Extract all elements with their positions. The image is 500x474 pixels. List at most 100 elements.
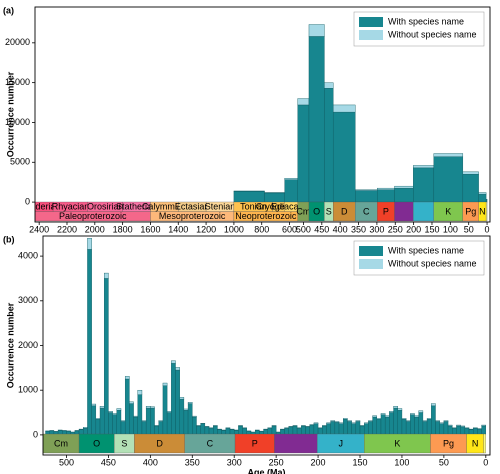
bar: [145, 406, 151, 409]
bar: [343, 419, 348, 436]
x-tick-label: 200: [406, 224, 421, 234]
x-tick-label: 300: [227, 457, 242, 467]
bar: [478, 192, 487, 195]
bar: [175, 367, 180, 371]
timescale-label: Cryogenian: [256, 202, 302, 212]
bar: [162, 385, 168, 436]
bar: [433, 156, 464, 203]
bar: [326, 422, 331, 424]
x-tick-label: 500: [296, 224, 311, 234]
timescale-label: Pg: [443, 438, 454, 448]
timescale-label: Cm: [296, 206, 310, 216]
bar: [456, 424, 461, 427]
bar: [355, 189, 378, 191]
bar: [308, 24, 325, 37]
bar: [405, 421, 411, 436]
bar: [462, 174, 479, 203]
y-tick-label: 2000: [18, 340, 38, 350]
bar: [91, 405, 97, 436]
x-tick-label: 50: [464, 224, 474, 234]
bar: [313, 422, 319, 424]
timescale-label: P: [252, 438, 258, 448]
timescale-label: Calymmian: [142, 202, 187, 212]
bar: [104, 278, 109, 436]
bar: [297, 104, 310, 203]
timescale-label: S: [121, 438, 127, 448]
y-tick-label: 1000: [18, 385, 38, 395]
bar: [481, 425, 487, 436]
x-tick-label: 500: [59, 457, 74, 467]
bar: [418, 412, 424, 436]
timescale-label: Orosirian: [87, 202, 124, 212]
bar: [187, 403, 193, 436]
bar: [166, 411, 172, 413]
bar: [377, 189, 395, 203]
bar: [112, 414, 118, 436]
bar: [338, 422, 344, 424]
bar: [422, 421, 428, 436]
bar: [200, 423, 206, 436]
bar: [368, 420, 373, 422]
bar: [238, 425, 243, 436]
bar: [324, 88, 334, 203]
bar: [91, 403, 97, 407]
bar: [389, 412, 394, 436]
bar: [95, 419, 101, 436]
bar: [324, 82, 334, 89]
bar: [330, 420, 336, 422]
plot-area: Cm O S D C P J K Pg N: [43, 238, 487, 454]
bar: [108, 411, 113, 413]
y-tick-label: 3000: [18, 295, 38, 305]
bar: [183, 410, 189, 436]
bar: [376, 418, 382, 420]
bar: [447, 425, 453, 436]
x-axis-label: Age (Ma): [248, 467, 286, 474]
bar: [162, 382, 168, 386]
bar: [284, 178, 298, 180]
timescale-label: Mesoproterozoic: [159, 211, 226, 221]
bar: [271, 425, 277, 436]
bar: [141, 420, 147, 422]
bar: [410, 414, 415, 436]
bar: [377, 187, 395, 190]
bar: [355, 420, 361, 422]
bar: [485, 199, 488, 203]
bar: [481, 424, 487, 427]
bar: [116, 410, 122, 436]
bar: [364, 423, 369, 436]
bar: [439, 423, 445, 436]
bar: [435, 420, 440, 422]
bar: [384, 415, 390, 418]
timescale-unit: [413, 201, 434, 222]
bar: [364, 422, 369, 424]
bar: [372, 415, 377, 418]
bar: [137, 389, 143, 395]
x-tick-label: 1200: [196, 224, 216, 234]
bar: [120, 420, 126, 422]
timescale-unit: [485, 201, 488, 222]
bar: [394, 185, 414, 189]
timescale-label: K: [394, 438, 400, 448]
x-tick-label: 200: [311, 457, 326, 467]
bar: [393, 407, 398, 436]
bar: [334, 421, 340, 423]
x-tick-label: 450: [101, 457, 116, 467]
x-tick-label: 2200: [57, 224, 77, 234]
bar: [150, 406, 155, 409]
bar: [426, 419, 432, 436]
bar: [196, 425, 201, 436]
x-tick-label: 250: [388, 224, 403, 234]
y-tick-label: 0: [25, 196, 30, 206]
bar: [372, 416, 377, 436]
timescale-label: Ediacaran: [271, 202, 312, 212]
timescale-label: P: [383, 206, 389, 216]
bar: [384, 416, 390, 436]
bar: [141, 421, 147, 436]
bar: [213, 425, 218, 436]
x-tick-label: 1400: [168, 224, 188, 234]
bar: [413, 167, 435, 203]
x-tick-label: 0: [483, 457, 488, 467]
bar: [179, 397, 185, 400]
bar: [380, 413, 386, 415]
